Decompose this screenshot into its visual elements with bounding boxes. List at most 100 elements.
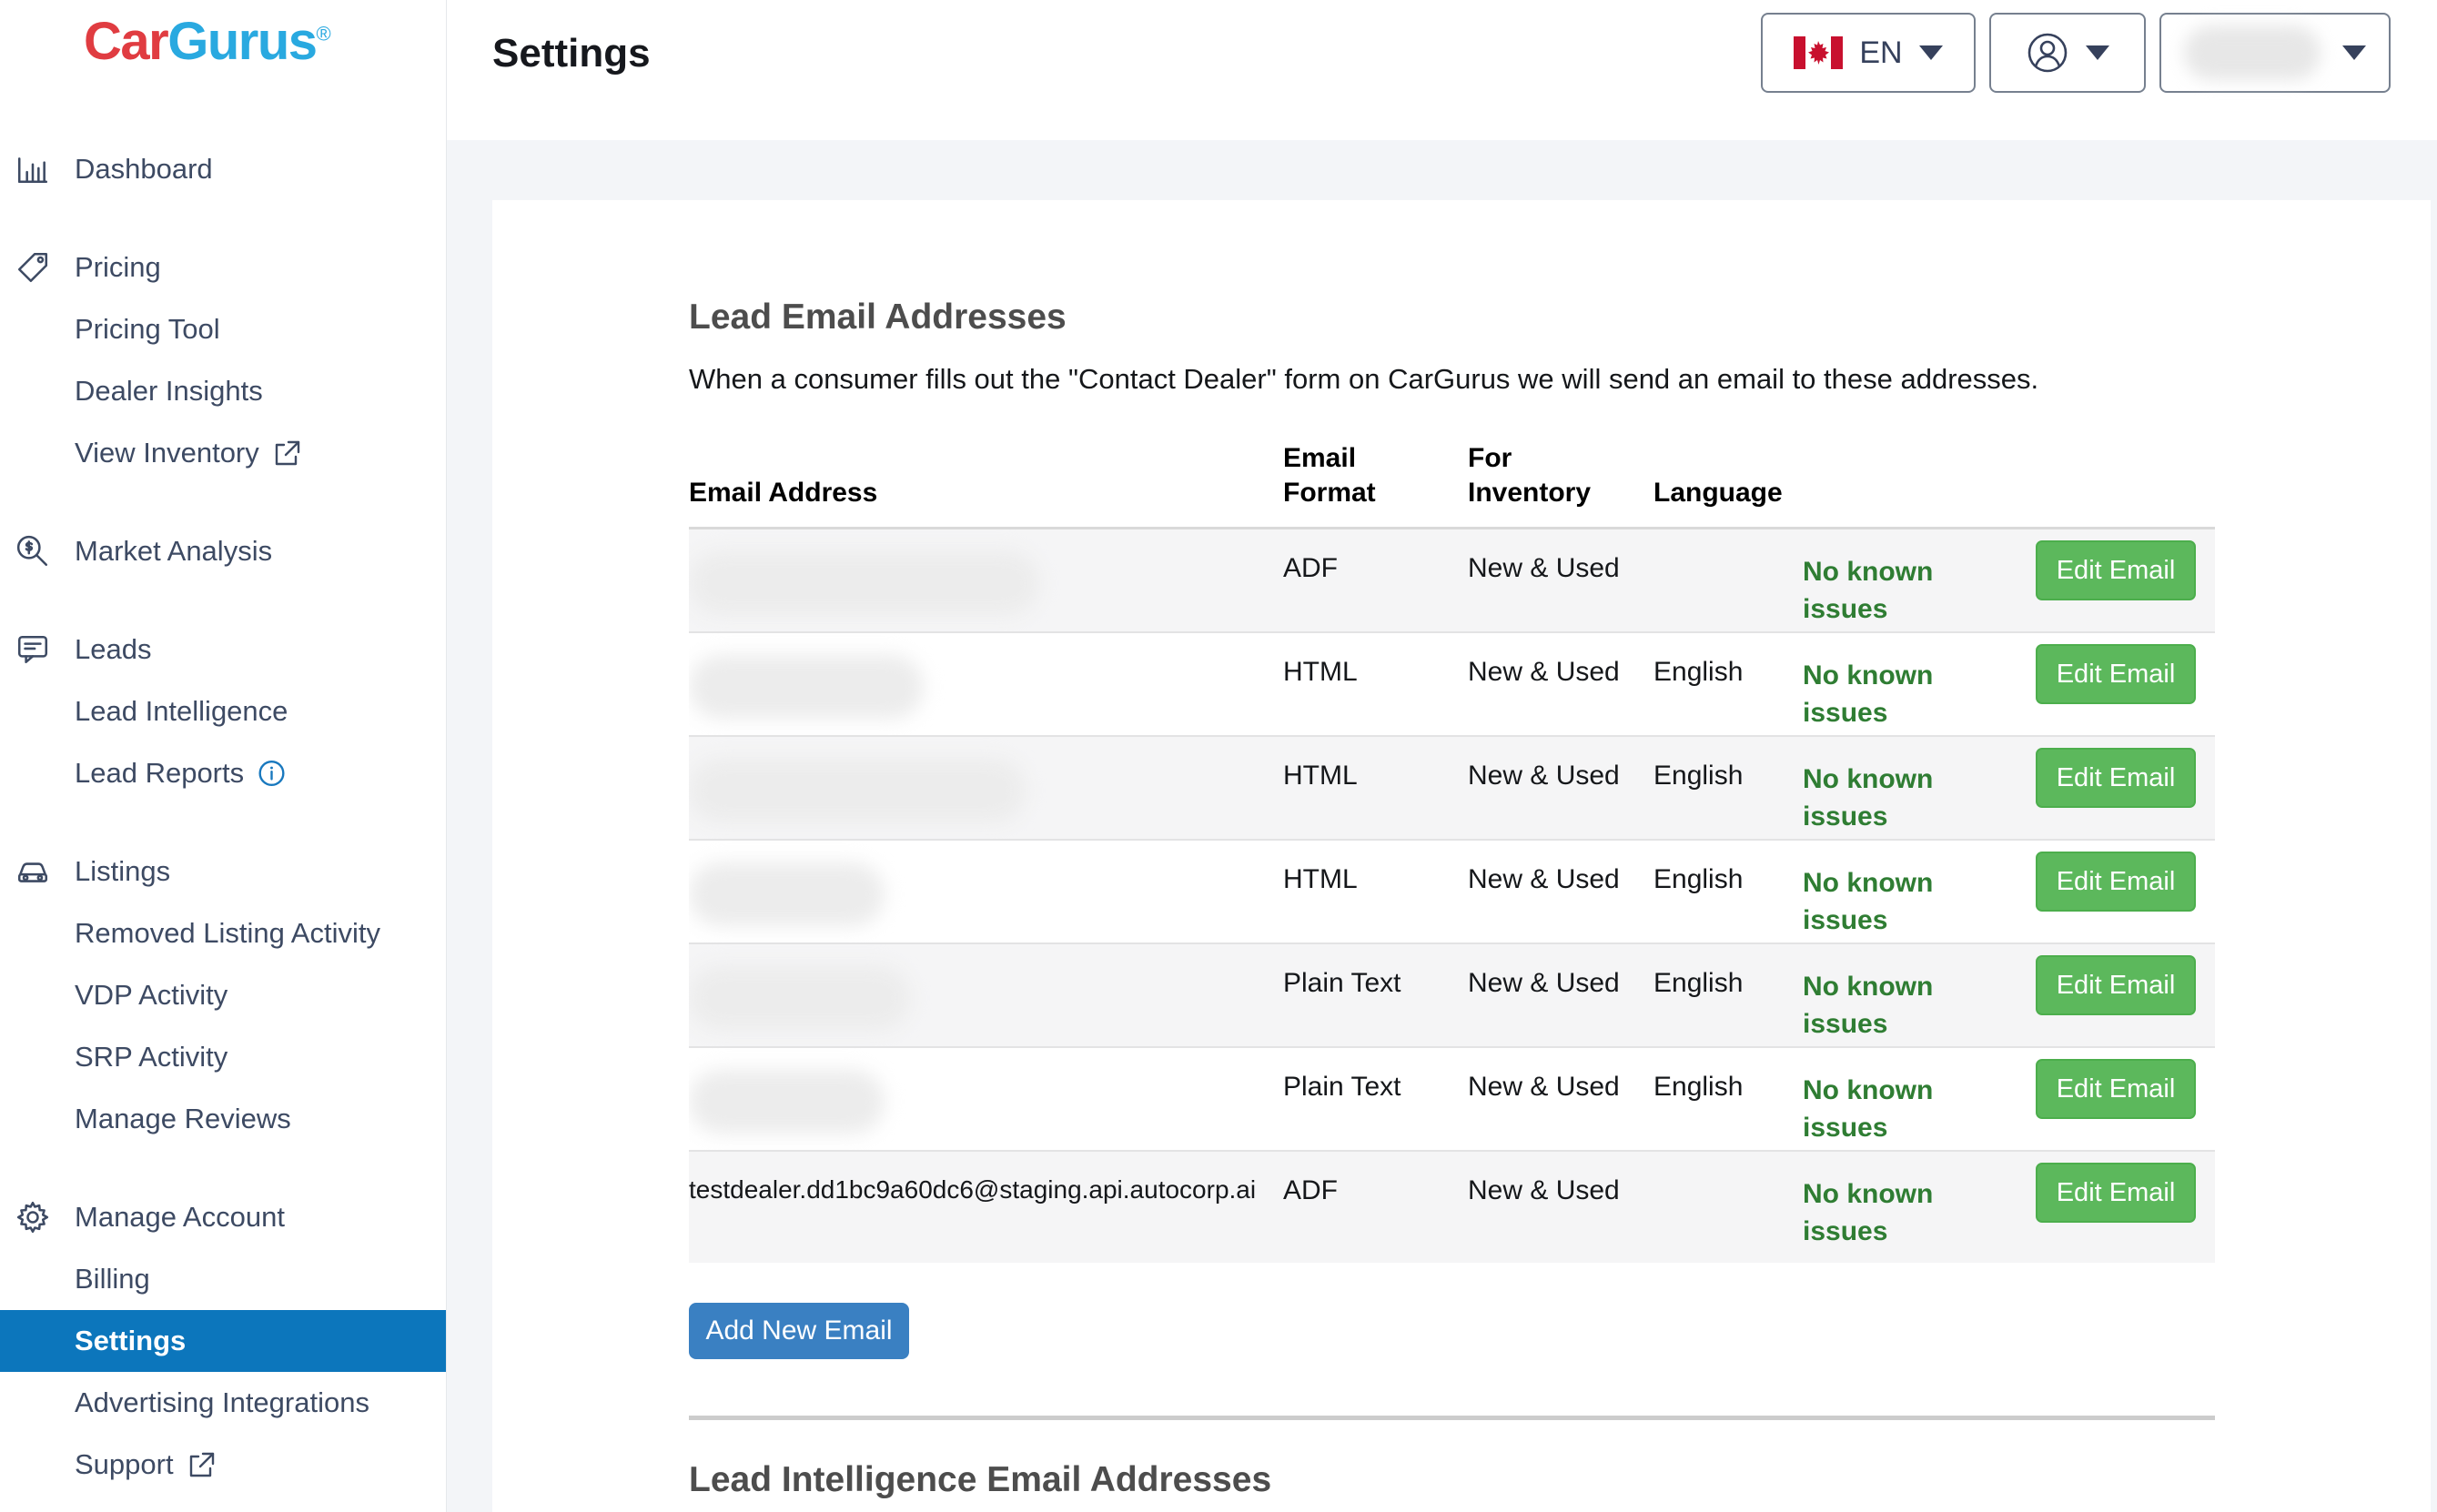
sidebar-item-label: View Inventory bbox=[75, 437, 259, 469]
sidebar-item-market-analysis[interactable]: Market Analysis bbox=[0, 520, 446, 582]
edit-email-button[interactable]: Edit Email bbox=[2036, 1163, 2196, 1223]
account-dropdown[interactable] bbox=[1989, 13, 2146, 93]
add-new-email-button[interactable]: Add New Email bbox=[689, 1303, 909, 1359]
status-text: No known issues bbox=[1803, 972, 1934, 1039]
sidebar-item-leads[interactable]: Leads bbox=[0, 619, 446, 680]
registered-mark: ® bbox=[316, 22, 331, 45]
column-header-language: Language bbox=[1653, 478, 1783, 508]
redacted-email-blob bbox=[689, 655, 924, 719]
cell-language: English bbox=[1653, 761, 1744, 791]
table-row: HTML New & Used English No known issues Edit… bbox=[689, 633, 2215, 737]
sidebar-item-label: Manage Reviews bbox=[75, 1103, 291, 1134]
column-header-email-address: Email Address bbox=[689, 478, 878, 508]
sidebar-item-label: Settings bbox=[75, 1325, 187, 1356]
sidebar-item-lead-intelligence[interactable]: Lead Intelligence bbox=[0, 680, 446, 742]
sidebar-item-listings[interactable]: Listings bbox=[0, 841, 446, 902]
edit-email-button[interactable]: Edit Email bbox=[2036, 955, 2196, 1015]
sidebar-item-advertising-integrations[interactable]: Advertising Integrations bbox=[0, 1372, 446, 1434]
status-text: No known issues bbox=[1803, 660, 1934, 728]
redacted-email-blob bbox=[689, 862, 885, 926]
sidebar-item-label: Manage Account bbox=[75, 1201, 285, 1233]
cell-actions: Edit Email bbox=[2028, 737, 2215, 839]
cell-email-format: ADF bbox=[1283, 553, 1338, 583]
external-link-icon bbox=[272, 438, 302, 469]
column-header-status bbox=[1803, 441, 2028, 527]
edit-email-button[interactable]: Edit Email bbox=[2036, 644, 2196, 704]
cell-for-inventory: New & Used bbox=[1468, 968, 1620, 998]
sidebar-item-vdp-activity[interactable]: VDP Activity bbox=[0, 964, 446, 1026]
chevron-down-icon bbox=[1918, 45, 1943, 60]
cell-for-inventory: New & Used bbox=[1468, 1072, 1620, 1102]
logo-gurus-text: Gurus bbox=[167, 12, 318, 71]
lead-intelligence-heading: Lead Intelligence Email Addresses bbox=[689, 1460, 1272, 1499]
cell-email-address bbox=[689, 737, 1283, 839]
cell-email-address bbox=[689, 633, 1283, 735]
table-body: ADF New & Used No known issues Edit Email HT… bbox=[689, 529, 2215, 1263]
sidebar-item-label: Lead Reports bbox=[75, 757, 245, 789]
sidebar-item-lead-reports[interactable]: Lead Reports bbox=[0, 742, 446, 804]
cell-email-address bbox=[689, 1048, 1283, 1150]
cell-for-inventory: New & Used bbox=[1468, 761, 1620, 791]
edit-email-button[interactable]: Edit Email bbox=[2036, 540, 2196, 600]
sidebar-item-label: Advertising Integrations bbox=[75, 1386, 369, 1418]
sidebar-item-manage-reviews[interactable]: Manage Reviews bbox=[0, 1088, 446, 1150]
lead-email-table: Email Address Email Format For Inventory… bbox=[689, 441, 2215, 1263]
cell-language: English bbox=[1653, 657, 1744, 687]
sidebar-item-pricing-tool[interactable]: Pricing Tool bbox=[0, 298, 446, 360]
table-row: Plain Text New & Used English No known issu… bbox=[689, 944, 2215, 1048]
sidebar-item-label: Pricing Tool bbox=[75, 313, 220, 345]
sidebar-item-dealer-insights[interactable]: Dealer Insights bbox=[0, 360, 446, 422]
car-icon bbox=[15, 853, 51, 890]
sidebar-item-dashboard[interactable]: Dashboard bbox=[0, 138, 446, 200]
sidebar-item-view-inventory[interactable]: View Inventory bbox=[0, 422, 446, 484]
status-text: No known issues bbox=[1803, 1075, 1934, 1143]
cell-actions: Edit Email bbox=[2028, 1152, 2215, 1263]
sidebar-item-label: Leads bbox=[75, 633, 152, 665]
sidebar-item-label: Pricing bbox=[75, 251, 161, 283]
cell-for-inventory: New & Used bbox=[1468, 657, 1620, 687]
bar-chart-icon bbox=[15, 151, 51, 187]
cell-email-format: ADF bbox=[1283, 1175, 1338, 1205]
external-link-icon bbox=[187, 1450, 217, 1480]
info-icon bbox=[257, 759, 287, 789]
redacted-dealer-name bbox=[2184, 25, 2321, 80]
sidebar-item-settings[interactable]: Settings bbox=[0, 1310, 446, 1372]
cell-actions: Edit Email bbox=[2028, 944, 2215, 1046]
sidebar-item-billing[interactable]: Billing bbox=[0, 1248, 446, 1310]
redacted-email-blob bbox=[689, 551, 1039, 615]
search-dollar-icon bbox=[15, 533, 51, 570]
cell-language: English bbox=[1653, 864, 1744, 894]
cell-email-address bbox=[689, 529, 1283, 631]
edit-email-button[interactable]: Edit Email bbox=[2036, 852, 2196, 912]
language-dropdown[interactable]: EN bbox=[1761, 13, 1976, 93]
table-row: Plain Text New & Used English No known issu… bbox=[689, 1048, 2215, 1152]
canada-flag-icon bbox=[1794, 36, 1844, 69]
cell-email-format: HTML bbox=[1283, 657, 1358, 687]
sidebar-item-srp-activity[interactable]: SRP Activity bbox=[0, 1026, 446, 1088]
edit-email-button[interactable]: Edit Email bbox=[2036, 1059, 2196, 1119]
cell-language bbox=[1653, 1152, 1803, 1263]
cell-actions: Edit Email bbox=[2028, 1048, 2215, 1150]
sidebar-item-label: Removed Listing Activity bbox=[75, 917, 380, 949]
sidebar-item-manage-account[interactable]: Manage Account bbox=[0, 1186, 446, 1248]
language-code: EN bbox=[1859, 35, 1903, 70]
sidebar-item-pricing[interactable]: Pricing bbox=[0, 237, 446, 298]
cell-actions: Edit Email bbox=[2028, 633, 2215, 735]
status-text: No known issues bbox=[1803, 764, 1934, 832]
sidebar-item-support[interactable]: Support bbox=[0, 1434, 446, 1496]
settings-card: Lead Email Addresses When a consumer fil… bbox=[492, 200, 2431, 1512]
column-header-actions bbox=[2028, 441, 2215, 527]
chevron-down-icon bbox=[2086, 45, 2109, 60]
cell-for-inventory: New & Used bbox=[1468, 1175, 1620, 1205]
cell-language bbox=[1653, 529, 1803, 631]
sidebar-item-removed-listing-activity[interactable]: Removed Listing Activity bbox=[0, 902, 446, 964]
sidebar-item-label: Lead Intelligence bbox=[75, 695, 288, 727]
sidebar-item-label: Dashboard bbox=[75, 153, 213, 185]
table-row: HTML New & Used English No known issues Edit… bbox=[689, 737, 2215, 841]
content-area: Lead Email Addresses When a consumer fil… bbox=[446, 140, 2437, 1512]
edit-email-button[interactable]: Edit Email bbox=[2036, 748, 2196, 808]
dealer-dropdown[interactable] bbox=[2159, 13, 2391, 93]
sidebar-nav: Dashboard Pricing Pricing Tool Dealer Insig… bbox=[0, 138, 446, 1496]
cargurus-logo[interactable]: CarGurus® bbox=[84, 11, 331, 72]
table-row: testdealer.dd1bc9a60dc6@staging.api.auto… bbox=[689, 1152, 2215, 1263]
